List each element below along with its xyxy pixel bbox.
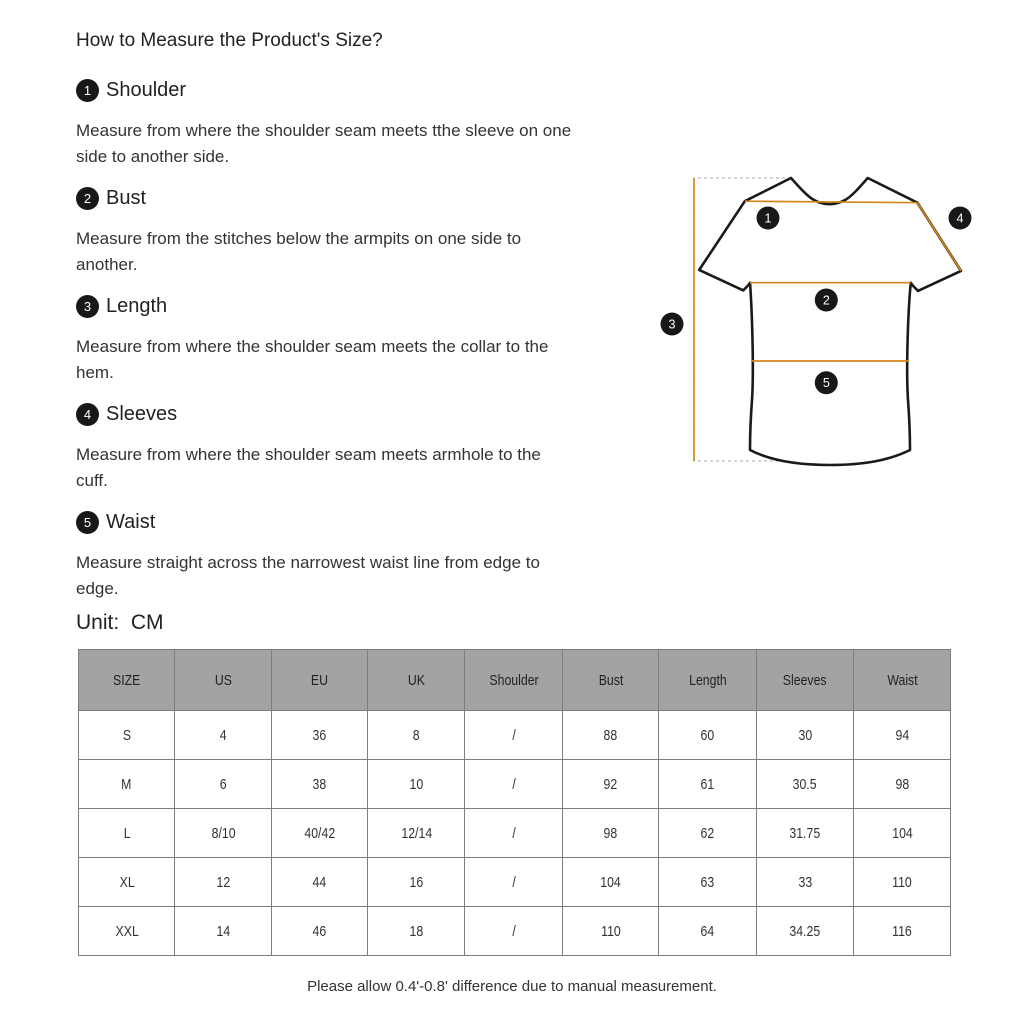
svg-text:1: 1 bbox=[765, 211, 772, 225]
svg-text:5: 5 bbox=[823, 376, 830, 390]
svg-text:3: 3 bbox=[669, 317, 676, 331]
svg-text:2: 2 bbox=[823, 293, 830, 307]
svg-text:4: 4 bbox=[957, 211, 964, 225]
